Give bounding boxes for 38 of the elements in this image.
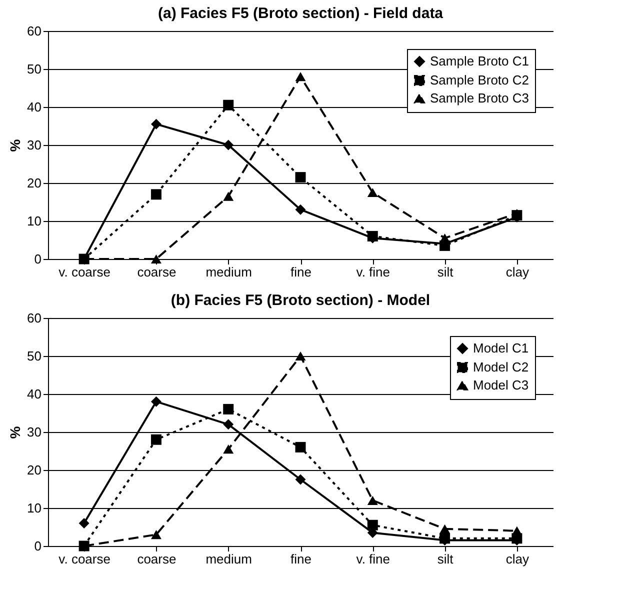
legend-label: Sample Broto C2 [430,72,529,88]
y-tick-label: 50 [27,62,42,76]
y-tick-label: 60 [27,24,42,38]
y-axis-title: % [7,426,24,439]
legend-label: Model C2 [473,360,529,374]
y-tick-label: 0 [34,538,42,554]
y-tick-label: 20 [27,176,42,190]
y-tick-label: 40 [27,100,42,114]
x-tick-label: fine [290,552,312,566]
x-tick-label: v. fine [356,264,390,280]
legend-label: Model C3 [473,378,529,392]
x-tick-label: coarse [137,552,176,566]
x-tick-label: v. coarse [58,552,110,566]
x-tick-label: v. coarse [58,264,110,280]
x-tick-label: coarse [137,264,176,280]
y-tick-label: 30 [27,424,42,440]
y-tick-label: 30 [27,138,42,152]
y-tick-label: 10 [27,500,42,516]
x-tick-label: v. fine [356,552,390,566]
y-tick-label: 50 [27,348,42,364]
y-tick-label: 20 [27,462,42,478]
chart-title: (a) Facies F5 (Broto section) - Field data [158,5,444,22]
x-tick-label: medium [206,552,252,566]
y-tick-label: 10 [27,214,42,228]
legend-label: Sample Broto C1 [430,54,529,68]
y-tick-label: 40 [27,386,42,402]
x-tick-label: silt [437,552,454,566]
x-tick-label: fine [290,264,312,280]
legend-label: Model C1 [473,340,529,356]
x-tick-label: silt [437,264,454,280]
x-tick-label: clay [506,552,530,566]
x-tick-label: clay [506,264,530,280]
y-tick-label: 0 [34,252,42,266]
chart-title: (b) Facies F5 (Broto section) - Model [170,292,430,309]
y-tick-label: 60 [27,310,42,326]
legend-label: Sample Broto C3 [430,90,529,106]
y-axis-title: % [7,138,24,152]
x-tick-label: medium [206,264,252,280]
